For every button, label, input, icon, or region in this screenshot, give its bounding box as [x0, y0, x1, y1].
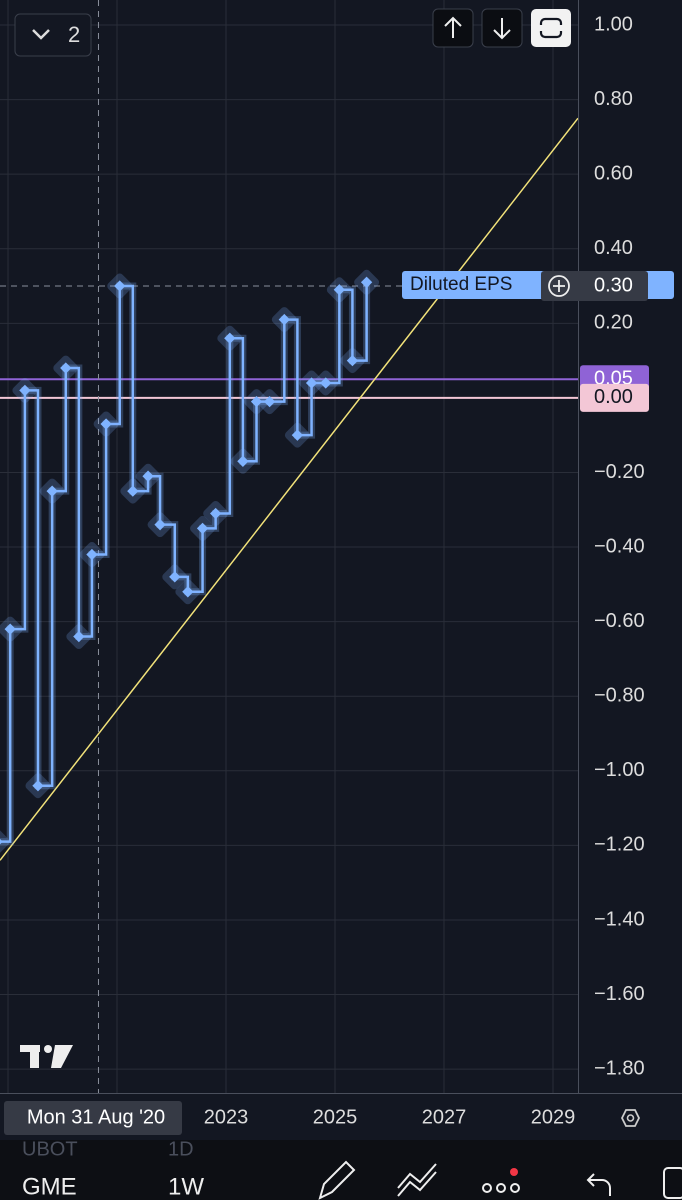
price-label: 0.00 [594, 386, 633, 408]
point [224, 332, 236, 344]
point [346, 354, 359, 367]
series-label: Diluted EPS [410, 274, 512, 295]
y-tick-label: −1.60 [594, 983, 645, 1005]
point-halo [0, 829, 10, 855]
point [278, 313, 290, 326]
y-tick-label: −0.80 [594, 685, 645, 707]
redo-icon[interactable] [663, 1167, 682, 1199]
crosshair-x-label: Mon 31 Aug '20 [27, 1106, 165, 1128]
collapse-button[interactable]: 2 [14, 13, 92, 57]
interval[interactable]: 1W [168, 1173, 204, 1200]
plot [0, 0, 578, 1093]
down-button[interactable] [481, 8, 523, 48]
crosshair-y-box [541, 271, 648, 302]
point [46, 485, 58, 497]
y-tick-label: −1.20 [594, 834, 645, 856]
point [154, 519, 166, 531]
notification-dot [510, 1168, 518, 1176]
point [196, 522, 209, 535]
settings-icon [626, 1114, 635, 1122]
point [182, 586, 194, 598]
undo-icon[interactable] [586, 1173, 611, 1196]
x-tick-label: 2025 [313, 1106, 358, 1128]
ghost-interval: 1D [168, 1138, 194, 1160]
y-tick-label: −1.40 [594, 908, 645, 930]
toolbar [0, 1140, 682, 1200]
draw-icon[interactable] [318, 1160, 356, 1200]
ghost-symbol: UBOT [22, 1138, 78, 1160]
count: 2 [68, 22, 80, 47]
y-tick-label: −0.40 [594, 535, 645, 557]
y-tick-label: 0.40 [594, 237, 633, 259]
x-tick-label: 2027 [422, 1106, 467, 1128]
point [250, 395, 263, 408]
indicator-icon[interactable] [397, 1163, 437, 1197]
y-tick-label: 0.60 [594, 162, 633, 184]
y-tick-label: −1.00 [594, 759, 645, 781]
point [360, 276, 373, 288]
point [142, 470, 154, 482]
axes: 1.00 0.80 0.60 0.40 0.20 −0.20 −0.40 −0.60 −0.80… [4, 13, 674, 1135]
y-tick-label: 0.80 [594, 88, 633, 110]
logo [20, 1045, 73, 1068]
crosshair-y-label: 0.30 [594, 274, 633, 296]
y-tick-label: 0.20 [594, 312, 633, 334]
maximize-button[interactable] [531, 9, 571, 47]
x-tick-label: 2029 [531, 1106, 576, 1128]
y-tick-label: −1.80 [594, 1057, 645, 1079]
point [209, 507, 222, 520]
crosshair-x-box [4, 1101, 182, 1135]
add-icon [553, 280, 565, 293]
point [127, 485, 139, 497]
up-button[interactable] [432, 8, 474, 48]
settings-icon[interactable] [620, 1109, 641, 1127]
more-icon[interactable] [482, 1183, 520, 1193]
point [305, 377, 318, 389]
point [32, 780, 44, 792]
add-icon[interactable] [548, 275, 570, 297]
point [237, 455, 249, 467]
x-tick-label: 2023 [204, 1106, 249, 1128]
y-tick-label: 1.00 [594, 13, 633, 35]
point [333, 284, 346, 296]
trendline [0, 117, 578, 861]
y-tick-label: −0.60 [594, 610, 645, 632]
symbol[interactable]: GME [22, 1173, 77, 1200]
point [263, 395, 276, 408]
point [320, 377, 332, 389]
point [291, 429, 304, 441]
point [169, 571, 181, 583]
y-tick-label: −0.20 [594, 461, 645, 483]
price-label-box [580, 383, 649, 412]
